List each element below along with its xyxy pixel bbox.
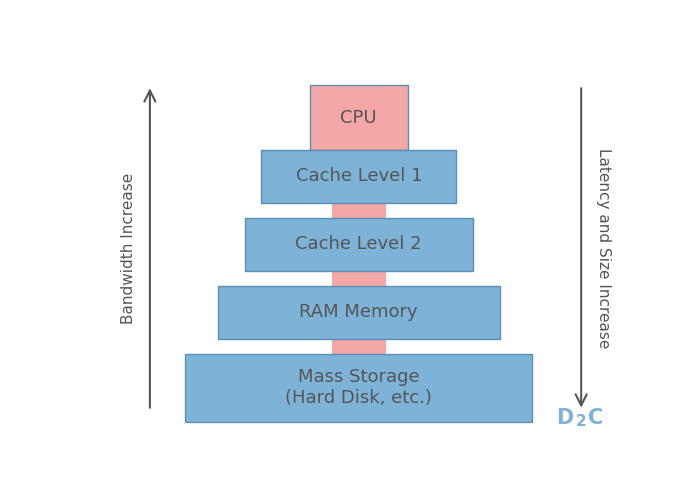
Bar	[218, 286, 500, 339]
Text: 2: 2	[575, 414, 587, 430]
Bar	[185, 354, 533, 422]
Text: C: C	[588, 408, 603, 428]
Bar	[310, 85, 407, 150]
Bar	[332, 85, 386, 422]
Text: Mass Storage
(Hard Disk, etc.): Mass Storage (Hard Disk, etc.)	[286, 368, 432, 407]
Text: CPU: CPU	[340, 109, 377, 127]
Text: D: D	[556, 408, 573, 428]
Text: RAM Memory: RAM Memory	[300, 303, 418, 321]
Bar	[261, 150, 456, 203]
Bar	[245, 218, 472, 271]
Text: Bandwidth Increase: Bandwidth Increase	[120, 172, 136, 324]
Text: Cache Level 2: Cache Level 2	[295, 235, 422, 253]
Text: Latency and Size Increase: Latency and Size Increase	[596, 148, 612, 348]
Text: Cache Level 1: Cache Level 1	[295, 167, 422, 185]
